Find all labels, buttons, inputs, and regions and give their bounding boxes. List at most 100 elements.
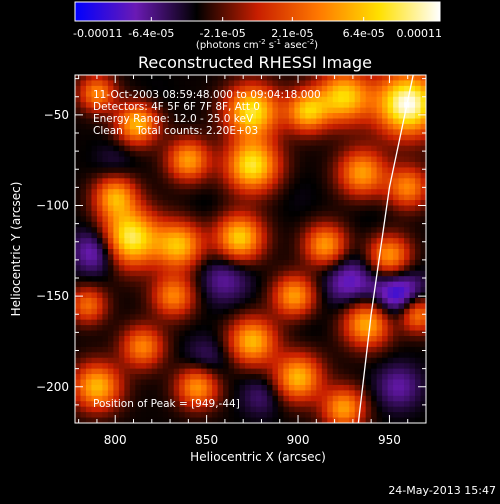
heatmap-cell	[151, 330, 158, 337]
heatmap-cell	[354, 276, 361, 283]
heatmap-cell	[382, 346, 389, 353]
heatmap-cell	[283, 200, 290, 206]
heatmap-cell	[75, 270, 81, 277]
heatmap-cell	[162, 107, 169, 114]
heatmap-cell	[316, 118, 323, 125]
heatmap-cell	[146, 134, 153, 141]
heatmap-cell	[80, 194, 87, 201]
heatmap-cell	[277, 384, 284, 391]
heatmap-cell	[327, 303, 334, 310]
heatmap-cell	[146, 216, 153, 223]
heatmap-cell	[75, 314, 81, 321]
heatmap-cell	[283, 325, 290, 331]
heatmap-cell	[75, 292, 81, 299]
heatmap-cell	[371, 123, 378, 130]
heatmap-cell	[184, 221, 191, 228]
heatmap-cell	[272, 259, 279, 266]
heatmap-cell	[102, 395, 109, 402]
heatmap-cell	[190, 91, 197, 98]
heatmap-cell	[223, 96, 229, 103]
heatmap-cell	[349, 134, 356, 141]
heatmap-cell	[409, 151, 416, 157]
heatmap-cell	[151, 156, 158, 163]
heatmap-cell	[255, 113, 262, 119]
heatmap-cell	[173, 249, 180, 255]
heatmap-cell	[387, 200, 394, 206]
heatmap-cell	[151, 227, 158, 234]
heatmap-cell	[239, 303, 246, 310]
heatmap-cell	[332, 123, 339, 130]
heatmap-cell	[299, 395, 306, 402]
heatmap-cell	[354, 379, 361, 386]
heatmap-cell	[135, 287, 142, 293]
heatmap-cell	[162, 205, 169, 212]
heatmap-cell	[266, 85, 273, 92]
heatmap-cell	[420, 406, 426, 413]
heatmap-cell	[228, 167, 235, 174]
heatmap-cell	[310, 384, 317, 391]
heatmap-cell	[228, 406, 235, 413]
heatmap-cell	[85, 140, 92, 147]
heatmap-cell	[157, 336, 164, 342]
heatmap-cell	[310, 390, 317, 397]
heatmap-cell	[376, 281, 383, 288]
heatmap-cell	[371, 297, 378, 304]
heatmap-cell	[398, 314, 405, 321]
heatmap-cell	[190, 172, 197, 179]
heatmap-cell	[327, 80, 334, 87]
heatmap-cell	[349, 368, 356, 375]
heatmap-cell	[107, 346, 114, 353]
heatmap-cell	[129, 287, 136, 293]
heatmap-cell	[75, 129, 81, 136]
heatmap-cell	[283, 249, 290, 255]
heatmap-cell	[393, 325, 399, 331]
heatmap-cell	[327, 336, 334, 342]
heatmap-cell	[118, 406, 125, 413]
heatmap-cell	[349, 200, 356, 206]
heatmap-cell	[151, 303, 158, 310]
heatmap-cell	[404, 162, 410, 168]
heatmap-cell	[124, 118, 131, 125]
heatmap-cell	[387, 308, 394, 315]
heatmap-cell	[316, 243, 323, 250]
heatmap-cell	[327, 390, 334, 397]
heatmap-cell	[107, 319, 114, 326]
heatmap-cell	[173, 118, 180, 125]
heatmap-cell	[365, 156, 372, 163]
heatmap-cell	[129, 330, 136, 337]
heatmap-cell	[85, 162, 92, 168]
heatmap-cell	[85, 249, 92, 255]
heatmap-cell	[415, 390, 421, 397]
heatmap-cell	[135, 151, 142, 157]
heatmap-cell	[102, 287, 109, 293]
heatmap-cell	[217, 352, 224, 359]
heatmap-cell	[305, 80, 312, 87]
heatmap-cell	[321, 259, 328, 266]
heatmap-cell	[75, 162, 81, 168]
heatmap-cell	[409, 85, 416, 92]
heatmap-cell	[360, 238, 367, 244]
heatmap-cell	[327, 281, 334, 288]
heatmap-cell	[212, 102, 218, 109]
heatmap-cell	[250, 167, 257, 174]
heatmap-cell	[179, 156, 186, 163]
heatmap-cell	[332, 221, 339, 228]
heatmap-cell	[168, 254, 175, 261]
heatmap-cell	[382, 281, 389, 288]
heatmap-cell	[168, 368, 175, 375]
heatmap-cell	[294, 210, 301, 217]
heatmap-cell	[354, 118, 361, 125]
heatmap-cell	[239, 221, 246, 228]
heatmap-cell	[85, 167, 92, 174]
heatmap-cell	[266, 314, 273, 321]
heatmap-cell	[321, 336, 328, 342]
heatmap-cell	[272, 254, 279, 261]
heatmap-cell	[288, 91, 295, 98]
heatmap-cell	[420, 265, 426, 272]
heatmap-cell	[343, 80, 350, 87]
heatmap-cell	[255, 287, 262, 293]
heatmap-cell	[228, 314, 235, 321]
heatmap-cell	[135, 412, 142, 418]
heatmap-cell	[107, 363, 114, 370]
heatmap-cell	[360, 216, 367, 223]
